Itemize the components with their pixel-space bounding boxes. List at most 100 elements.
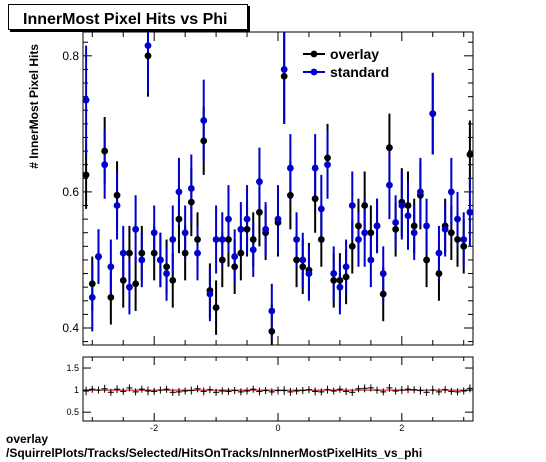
y-tick-label: 0.4 — [62, 321, 79, 335]
data-point — [225, 215, 232, 223]
data-point — [150, 229, 158, 237]
data-point — [299, 256, 307, 264]
ratio-point — [165, 388, 168, 391]
ratio-point — [264, 389, 267, 392]
ratio-point — [437, 390, 440, 393]
ratio-point — [239, 390, 242, 393]
data-point — [404, 212, 412, 220]
data-point — [175, 215, 183, 223]
data-point — [392, 225, 400, 233]
data-point — [466, 151, 474, 158]
legend-marker — [310, 50, 318, 58]
data-point — [454, 236, 461, 243]
data-point — [194, 249, 201, 257]
data-point — [218, 256, 226, 264]
data-point — [404, 202, 412, 209]
data-point — [113, 191, 121, 199]
data-point — [268, 327, 276, 335]
data-point — [447, 229, 455, 237]
ratio-point — [369, 386, 372, 389]
data-point — [330, 276, 338, 284]
data-point — [237, 249, 245, 257]
ratio-point — [388, 386, 391, 389]
data-point — [317, 205, 325, 213]
data-point — [212, 236, 220, 243]
ratio-point — [147, 389, 149, 392]
ratio-point — [109, 391, 112, 394]
ratio-point — [202, 390, 205, 393]
data-point — [274, 215, 282, 223]
ratio-point — [307, 388, 310, 391]
data-point — [206, 290, 214, 298]
data-point — [386, 144, 393, 152]
data-point — [181, 249, 189, 257]
ratio-point — [97, 389, 100, 392]
data-point — [163, 270, 170, 277]
footer-caption: overlay /SquirrelPlots/Tracks/Selected/H… — [6, 432, 422, 460]
ratio-point — [425, 391, 428, 394]
data-point — [88, 280, 96, 288]
data-point — [355, 222, 362, 230]
data-point — [311, 164, 319, 172]
data-point — [119, 276, 127, 284]
data-point — [454, 215, 461, 223]
data-point — [293, 236, 300, 243]
data-point — [355, 236, 362, 243]
data-point — [200, 117, 208, 124]
data-point — [243, 215, 251, 223]
ratio-point — [400, 389, 403, 392]
data-point — [373, 222, 381, 230]
data-point — [305, 270, 313, 277]
ratio-point — [246, 389, 249, 392]
data-point — [367, 229, 375, 237]
data-point — [262, 225, 270, 233]
ratio-point — [468, 387, 471, 390]
data-point — [330, 270, 338, 277]
ratio-point — [122, 390, 125, 393]
data-point — [317, 236, 325, 243]
data-point — [187, 185, 195, 192]
data-point — [392, 219, 400, 226]
ratio-point — [431, 389, 434, 392]
ratio-point — [252, 388, 255, 391]
y-axis-label: # InnerMost Pixel Hits — [27, 44, 41, 169]
data-point — [107, 293, 115, 301]
data-point — [243, 225, 251, 233]
data-point — [187, 198, 195, 206]
ratio-point — [444, 388, 447, 391]
footer-line-1: overlay — [6, 432, 49, 446]
ratio-point — [258, 390, 261, 393]
data-point — [410, 222, 418, 230]
data-point — [138, 249, 146, 257]
ratio-y-tick-label: 0.5 — [66, 407, 79, 417]
data-point — [163, 263, 170, 271]
data-point — [379, 270, 387, 277]
ratio-point — [357, 387, 360, 390]
data-point — [200, 137, 208, 145]
ratio-point — [177, 390, 180, 393]
ratio-point — [345, 390, 348, 393]
ratio-point — [85, 389, 88, 392]
ratio-point — [270, 390, 273, 393]
data-point — [423, 222, 430, 230]
ratio-point — [301, 389, 304, 392]
data-point — [416, 188, 424, 196]
ratio-point — [376, 389, 379, 392]
ratio-point — [221, 389, 224, 392]
data-point — [169, 276, 177, 284]
data-point — [256, 178, 263, 186]
data-point — [429, 110, 437, 118]
ratio-point — [190, 389, 193, 392]
data-point — [144, 42, 152, 50]
data-point — [386, 181, 393, 189]
legend-marker — [310, 68, 318, 76]
data-point — [324, 161, 331, 169]
data-point — [88, 293, 96, 301]
data-point — [348, 242, 356, 250]
ratio-point — [159, 389, 162, 392]
data-point — [82, 171, 90, 179]
ratio-point — [363, 387, 366, 390]
ratio-point — [196, 387, 199, 390]
data-point — [367, 256, 375, 264]
